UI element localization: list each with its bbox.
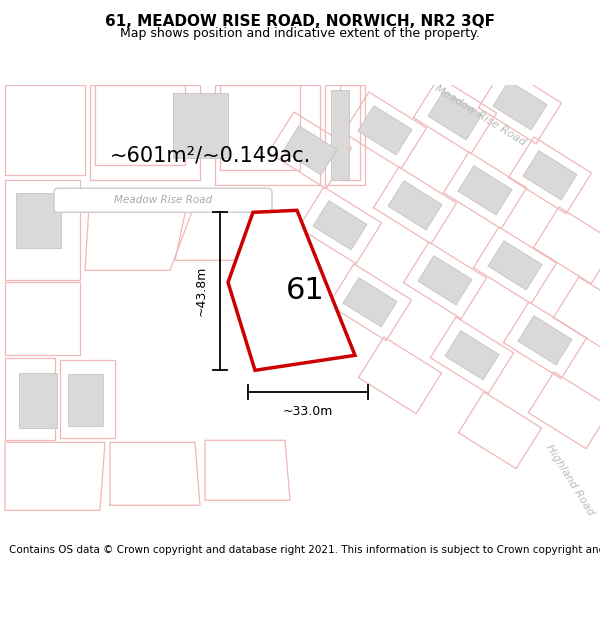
FancyBboxPatch shape (54, 188, 272, 213)
Text: Highland Road: Highland Road (544, 443, 596, 518)
Polygon shape (173, 92, 227, 158)
Text: Meadow Rise Road: Meadow Rise Road (433, 83, 527, 148)
Polygon shape (493, 81, 547, 130)
Polygon shape (283, 126, 337, 175)
Text: 61: 61 (286, 276, 325, 305)
Polygon shape (228, 210, 355, 370)
Text: ~33.0m: ~33.0m (283, 405, 333, 418)
Text: ~43.8m: ~43.8m (195, 266, 208, 316)
Polygon shape (445, 331, 499, 380)
Text: ~601m²/~0.149ac.: ~601m²/~0.149ac. (109, 145, 311, 165)
Polygon shape (523, 151, 577, 200)
Polygon shape (388, 181, 442, 230)
Polygon shape (358, 106, 412, 155)
Polygon shape (19, 372, 57, 428)
Polygon shape (428, 91, 482, 140)
Text: Meadow Rise Road: Meadow Rise Road (114, 195, 212, 205)
Text: Contains OS data © Crown copyright and database right 2021. This information is : Contains OS data © Crown copyright and d… (9, 545, 600, 555)
Polygon shape (16, 192, 61, 248)
Polygon shape (488, 241, 542, 290)
Text: 61, MEADOW RISE ROAD, NORWICH, NR2 3QF: 61, MEADOW RISE ROAD, NORWICH, NR2 3QF (105, 14, 495, 29)
Polygon shape (343, 278, 397, 327)
Polygon shape (458, 166, 512, 215)
Polygon shape (418, 256, 472, 305)
Polygon shape (67, 374, 103, 426)
Polygon shape (313, 201, 367, 250)
Polygon shape (518, 316, 572, 365)
Text: Map shows position and indicative extent of the property.: Map shows position and indicative extent… (120, 27, 480, 40)
Polygon shape (331, 90, 349, 180)
